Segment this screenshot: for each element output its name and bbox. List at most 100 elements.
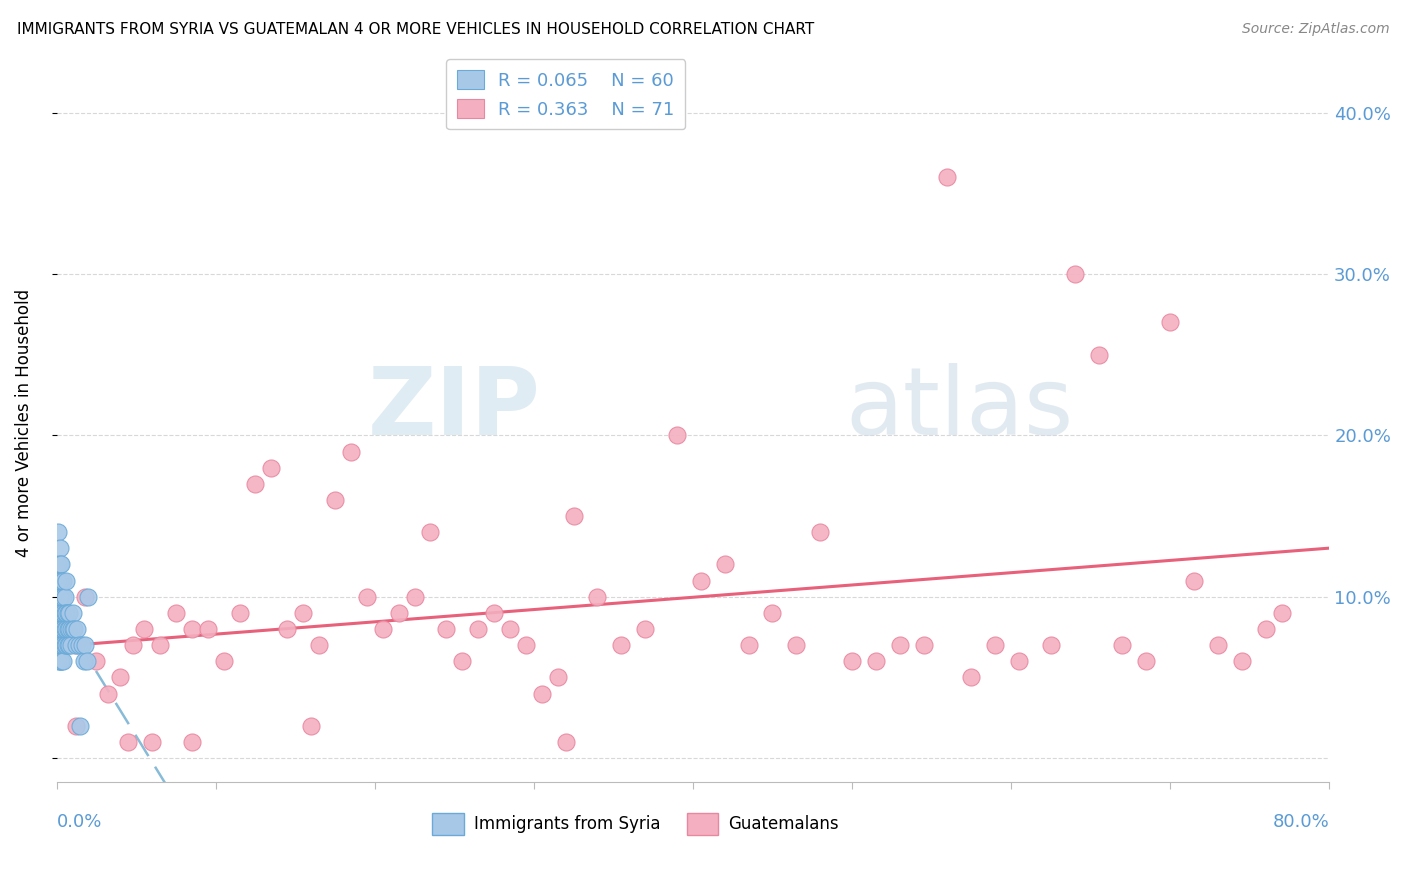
- Point: [49, 622, 72, 636]
- Point: [356, 590, 378, 604]
- Point: [1270, 606, 1292, 620]
- Point: [65, 638, 87, 652]
- Point: [52, 638, 75, 652]
- Point: [737, 638, 759, 652]
- Point: [197, 622, 219, 636]
- Point: [52, 606, 75, 620]
- Point: [52, 574, 75, 588]
- Point: [59, 622, 82, 636]
- FancyBboxPatch shape: [432, 814, 464, 835]
- Point: [51, 622, 73, 636]
- Point: [1182, 574, 1205, 588]
- Point: [1063, 267, 1085, 281]
- Point: [132, 622, 155, 636]
- Point: [530, 686, 553, 700]
- Point: [49, 574, 72, 588]
- Point: [52, 622, 75, 636]
- Point: [482, 606, 505, 620]
- Point: [67, 638, 90, 652]
- Point: [1039, 638, 1062, 652]
- Point: [761, 606, 783, 620]
- Point: [49, 558, 72, 572]
- Point: [808, 525, 831, 540]
- Point: [51, 606, 73, 620]
- Point: [117, 735, 139, 749]
- Point: [69, 719, 91, 733]
- Point: [292, 606, 315, 620]
- Point: [76, 654, 98, 668]
- Point: [122, 638, 145, 652]
- Point: [666, 428, 689, 442]
- Point: [53, 590, 76, 604]
- Point: [46, 558, 69, 572]
- Point: [51, 638, 73, 652]
- Text: Source: ZipAtlas.com: Source: ZipAtlas.com: [1241, 22, 1389, 37]
- Point: [1135, 654, 1157, 668]
- Point: [936, 170, 959, 185]
- Point: [96, 686, 118, 700]
- Point: [371, 622, 394, 636]
- Point: [55, 638, 77, 652]
- Point: [49, 654, 72, 668]
- Point: [785, 638, 807, 652]
- Point: [51, 654, 73, 668]
- Point: [52, 654, 75, 668]
- Text: Immigrants from Syria: Immigrants from Syria: [474, 815, 661, 833]
- Point: [713, 558, 735, 572]
- Legend: R = 0.065    N = 60, R = 0.363    N = 71: R = 0.065 N = 60, R = 0.363 N = 71: [446, 59, 685, 129]
- Point: [53, 622, 76, 636]
- Text: 0.0%: 0.0%: [56, 813, 103, 830]
- Point: [960, 670, 983, 684]
- Point: [388, 606, 411, 620]
- Point: [65, 638, 87, 652]
- Point: [56, 606, 79, 620]
- Point: [63, 622, 86, 636]
- Point: [212, 654, 235, 668]
- Point: [912, 638, 935, 652]
- Point: [180, 622, 202, 636]
- Point: [499, 622, 522, 636]
- Point: [889, 638, 911, 652]
- Point: [1111, 638, 1133, 652]
- Point: [149, 638, 172, 652]
- Point: [404, 590, 426, 604]
- Point: [46, 574, 69, 588]
- Point: [49, 606, 72, 620]
- Point: [86, 654, 108, 668]
- Point: [165, 606, 187, 620]
- Point: [49, 638, 72, 652]
- Point: [180, 735, 202, 749]
- Point: [75, 590, 97, 604]
- Point: [562, 509, 585, 524]
- Point: [451, 654, 474, 668]
- Point: [62, 622, 84, 636]
- Point: [49, 590, 72, 604]
- Point: [72, 654, 94, 668]
- Point: [610, 638, 633, 652]
- Point: [634, 622, 657, 636]
- Point: [66, 622, 89, 636]
- Point: [299, 719, 322, 733]
- Point: [260, 460, 283, 475]
- Point: [51, 558, 73, 572]
- Point: [77, 590, 100, 604]
- Point: [56, 622, 79, 636]
- Point: [141, 735, 163, 749]
- Point: [58, 622, 80, 636]
- Point: [46, 622, 69, 636]
- Point: [51, 606, 73, 620]
- Point: [46, 525, 69, 540]
- Point: [62, 606, 84, 620]
- Text: IMMIGRANTS FROM SYRIA VS GUATEMALAN 4 OR MORE VEHICLES IN HOUSEHOLD CORRELATION : IMMIGRANTS FROM SYRIA VS GUATEMALAN 4 OR…: [17, 22, 814, 37]
- Point: [865, 654, 887, 668]
- Point: [547, 670, 569, 684]
- Point: [467, 622, 489, 636]
- Point: [276, 622, 298, 636]
- Point: [65, 719, 87, 733]
- Point: [51, 606, 73, 620]
- Point: [1230, 654, 1253, 668]
- Point: [70, 638, 93, 652]
- Point: [1159, 315, 1181, 329]
- Text: 80.0%: 80.0%: [1272, 813, 1329, 830]
- Point: [53, 606, 76, 620]
